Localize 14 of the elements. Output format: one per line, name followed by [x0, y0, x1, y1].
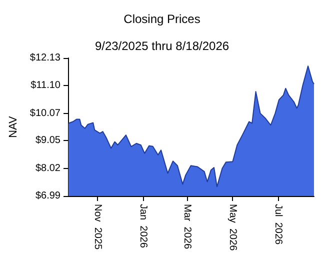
y-tick-label: $12.13 — [30, 52, 61, 64]
x-tick-label: Jul 2026 — [272, 204, 284, 246]
chart-title: Closing Prices — [124, 12, 200, 26]
y-tick-label: $10.07 — [30, 108, 61, 119]
y-tick-label: $8.02 — [35, 162, 61, 174]
y-tick-label: $11.10 — [30, 80, 61, 92]
y-tick-label: $9.05 — [35, 135, 61, 146]
x-tick-label: Jan 2026 — [138, 204, 149, 248]
y-axis-title: NAV — [8, 115, 20, 138]
y-tick-label: $6.99 — [35, 190, 61, 202]
x-tick-label: Mar 2026 — [182, 204, 193, 250]
x-tick-label: Nov 2025 — [92, 204, 104, 250]
x-tick-label: May 2026 — [227, 204, 238, 252]
chart-subtitle: 9/23/2025 thru 8/18/2026 — [94, 39, 230, 53]
